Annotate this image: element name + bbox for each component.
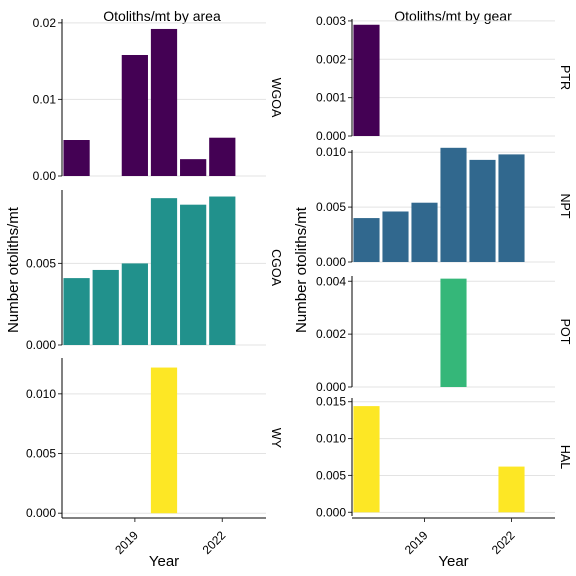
y-tick-label: 0.000 xyxy=(316,505,346,519)
facet-strip-label: HAL xyxy=(558,445,572,469)
y-tick-label: 0.001 xyxy=(316,91,346,105)
facet-strip-label: PTR xyxy=(558,65,572,90)
gear-panel-hal: 0.000 0.005 0.010 0.015 HAL xyxy=(316,395,572,520)
y-tick-label: 0.02 xyxy=(33,16,57,30)
y-tick-label: 0.000 xyxy=(316,255,346,269)
chart-gear-by-gear: Otoliths/mt by gear 0.000 0.001 0.002 0.003 P… xyxy=(293,8,572,570)
x-tick-label: 2022 xyxy=(489,528,518,557)
y-tick-label: 0.004 xyxy=(316,274,346,288)
bar-hal-2017 xyxy=(353,406,380,513)
y-tick-label: 0.00 xyxy=(33,169,57,183)
bar-npt-2018 xyxy=(382,211,409,262)
x-tick-label: 2019 xyxy=(112,528,141,557)
bar-npt-2020 xyxy=(440,147,467,262)
bar-cgoa-2020 xyxy=(150,198,178,345)
gear-panel-pot: 0.000 0.002 0.004 POT xyxy=(316,274,572,394)
x-tick-label: 2019 xyxy=(402,528,431,557)
bar-pot-2020 xyxy=(440,278,467,387)
y-tick-label: 0.002 xyxy=(316,52,346,66)
area-panel-wgoa: 0.00 0.01 0.02 WGOA xyxy=(33,16,283,183)
area-x-axis-title: Year xyxy=(149,553,179,570)
bar-cgoa-2017 xyxy=(63,278,90,345)
y-tick-label: 0.005 xyxy=(316,200,346,214)
y-tick-label: 0.003 xyxy=(316,14,346,28)
y-tick-label: 0.005 xyxy=(316,468,346,482)
bar-cgoa-2018 xyxy=(92,269,119,345)
gear-y-axis-title: Number otoliths/mt xyxy=(293,206,310,333)
y-tick-label: 0.01 xyxy=(33,92,57,106)
y-tick-label: 0.000 xyxy=(26,338,56,352)
bar-cgoa-2019 xyxy=(121,263,148,345)
bar-wgoa-2020 xyxy=(150,28,178,176)
gear-panel-npt: 0.000 0.005 0.010 NPT xyxy=(316,145,572,269)
y-tick-label: 0.000 xyxy=(316,380,346,394)
area-chart-title: Otoliths/mt by area xyxy=(103,8,221,24)
bar-npt-2019 xyxy=(411,202,438,262)
y-tick-label: 0.002 xyxy=(316,327,346,341)
area-y-axis-title: Number otoliths/mt xyxy=(5,206,22,333)
gear-x-axis-title: Year xyxy=(438,553,468,570)
y-tick-label: 0.000 xyxy=(316,129,346,143)
bar-npt-2021 xyxy=(469,159,496,262)
facet-strip-label: WGOA xyxy=(269,78,283,118)
bar-ptr-2017 xyxy=(353,24,380,137)
y-tick-label: 0.000 xyxy=(26,506,56,520)
facet-strip-label: CGOA xyxy=(269,249,283,286)
chart-area-by-area: Otoliths/mt by area 0.00 0.01 0.02 WGOA 0.000… xyxy=(5,8,283,570)
area-panel-wy: 0.000 0.005 0.010 WY xyxy=(26,358,283,520)
bar-hal-2022 xyxy=(498,466,525,513)
y-tick-label: 0.010 xyxy=(316,432,346,446)
bar-wgoa-2021 xyxy=(180,159,207,176)
y-tick-label: 0.010 xyxy=(316,145,346,159)
bar-wgoa-2017 xyxy=(63,140,90,176)
bar-npt-2017 xyxy=(353,218,380,262)
y-tick-label: 0.010 xyxy=(26,387,56,401)
facet-strip-label: WY xyxy=(269,428,283,449)
y-tick-label: 0.005 xyxy=(26,447,56,461)
bar-wgoa-2022 xyxy=(209,137,236,176)
bar-npt-2022 xyxy=(498,154,525,262)
gear-chart-title: Otoliths/mt by gear xyxy=(394,8,512,24)
facet-strip-label: POT xyxy=(558,319,572,345)
y-tick-label: 0.005 xyxy=(26,256,56,270)
y-tick-label: 0.015 xyxy=(316,395,346,409)
bar-cgoa-2022 xyxy=(209,196,236,345)
bar-wgoa-2019 xyxy=(121,54,148,177)
x-tick-label: 2022 xyxy=(200,528,229,557)
bar-wy-2020 xyxy=(150,367,178,514)
gear-panel-ptr: 0.000 0.001 0.002 0.003 PTR xyxy=(316,14,572,143)
area-panel-cgoa: 0.000 0.005 CGOA xyxy=(26,190,283,352)
facet-strip-label: NPT xyxy=(558,194,572,219)
bar-cgoa-2021 xyxy=(180,204,207,345)
